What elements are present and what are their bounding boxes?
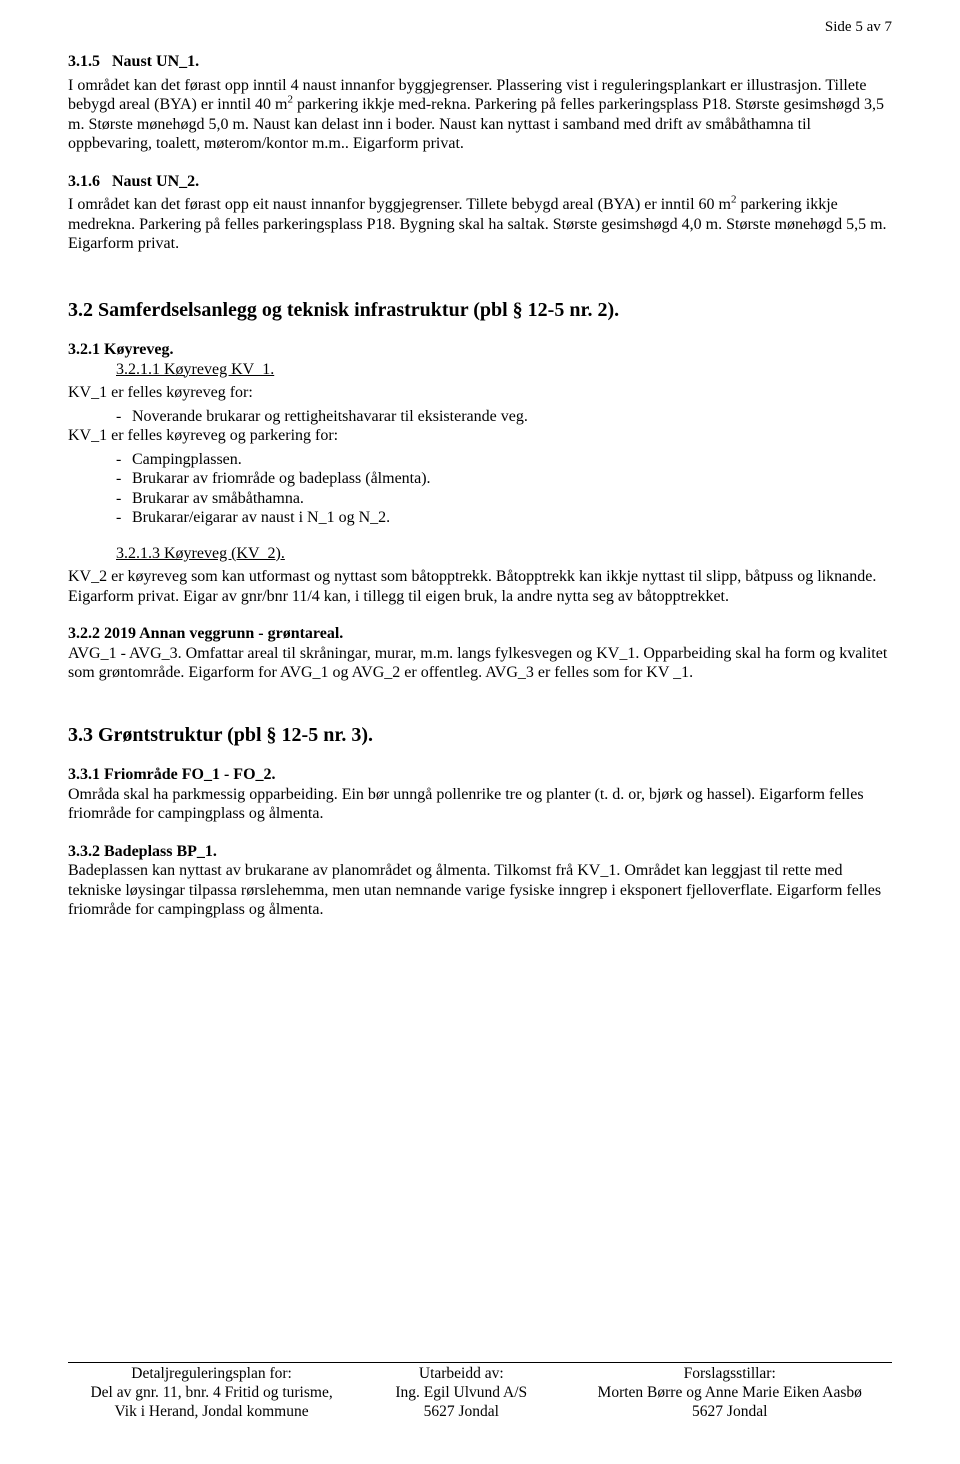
- heading-number: 3.1.5: [68, 53, 100, 70]
- dash-icon: -: [116, 489, 132, 509]
- text: Vik i Herand, Jondal kommune: [68, 1403, 355, 1422]
- body-text: I området kan det førast opp eit naust i…: [68, 195, 892, 254]
- dash-icon: -: [116, 450, 132, 470]
- text: Brukarar/eigarar av naust i N_1 og N_2.: [132, 508, 390, 528]
- text: Morten Børre og Anne Marie Eiken Aasbø: [567, 1384, 892, 1403]
- text: Utarbeidd av:: [355, 1365, 567, 1384]
- page: Side 5 av 7 3.1.5 Naust UN_1. I området …: [0, 0, 960, 1464]
- list: -Noverande brukarar og rettigheitshavara…: [116, 407, 892, 427]
- text: Del av gnr. 11, bnr. 4 Fritid og turisme…: [68, 1384, 355, 1403]
- heading-3-3-1: 3.3.1 Friområde FO_1 - FO_2.: [68, 765, 892, 785]
- section-3-1-6: 3.1.6 Naust UN_2. I området kan det føra…: [68, 172, 892, 254]
- text: KV_1 er felles køyreveg og parkering for…: [68, 426, 892, 446]
- footer-divider: [68, 1362, 892, 1363]
- list: -Campingplassen. -Brukarar av friområde …: [116, 450, 892, 528]
- body-text: Områda skal ha parkmessig opparbeiding. …: [68, 785, 892, 824]
- footer-columns: Detaljreguleringsplan for: Del av gnr. 1…: [68, 1365, 892, 1422]
- heading-3-2-1: 3.2.1 Køyreveg.: [68, 340, 892, 360]
- heading-title: Naust UN_2.: [112, 173, 199, 190]
- footer-col-mid: Utarbeidd av: Ing. Egil Ulvund A/S 5627 …: [355, 1365, 567, 1422]
- text: Campingplassen.: [132, 450, 242, 470]
- list-item: -Brukarar/eigarar av naust i N_1 og N_2.: [116, 508, 892, 528]
- page-footer: Detaljreguleringsplan for: Del av gnr. 1…: [68, 1362, 892, 1422]
- section-3-1-5: 3.1.5 Naust UN_1. I området kan det føra…: [68, 52, 892, 154]
- dash-icon: -: [116, 469, 132, 489]
- heading-3-1-5: 3.1.5 Naust UN_1.: [68, 52, 892, 72]
- footer-col-left: Detaljreguleringsplan for: Del av gnr. 1…: [68, 1365, 355, 1422]
- text: 5627 Jondal: [567, 1403, 892, 1422]
- heading-number: 3.1.6: [68, 173, 100, 190]
- heading-3-3-2: 3.3.2 Badeplass BP_1.: [68, 842, 892, 862]
- subheading-3-2-1-3: 3.2.1.3 Køyreveg (KV_2).: [116, 544, 892, 564]
- list-item: -Brukarar av småbåthamna.: [116, 489, 892, 509]
- footer-col-right: Forslagsstillar: Morten Børre og Anne Ma…: [567, 1365, 892, 1422]
- heading-3-3: 3.3 Grøntstruktur (pbl § 12-5 nr. 3).: [68, 723, 892, 747]
- text: 5627 Jondal: [355, 1403, 567, 1422]
- body-text: Badeplassen kan nyttast av brukarane av …: [68, 861, 892, 920]
- text: KV_1 er felles køyreveg for:: [68, 383, 892, 403]
- body-text: I området kan det førast opp inntil 4 na…: [68, 76, 892, 154]
- text: I området kan det førast opp eit naust i…: [68, 196, 731, 213]
- heading-3-2-2: 3.2.2 2019 Annan veggrunn - grøntareal.: [68, 624, 892, 644]
- list-item: -Brukarar av friområde og badeplass (ålm…: [116, 469, 892, 489]
- list-item: -Campingplassen.: [116, 450, 892, 470]
- page-number: Side 5 av 7: [825, 18, 892, 36]
- heading-title: Naust UN_1.: [112, 53, 199, 70]
- text: Detaljreguleringsplan for:: [68, 1365, 355, 1384]
- body-text: AVG_1 - AVG_3. Omfattar areal til skråni…: [68, 644, 892, 683]
- text: Ing. Egil Ulvund A/S: [355, 1384, 567, 1403]
- text: Brukarar av småbåthamna.: [132, 489, 304, 509]
- subheading-3-2-1-1: 3.2.1.1 Køyreveg KV_1.: [116, 360, 892, 380]
- list-item: -Noverande brukarar og rettigheitshavara…: [116, 407, 892, 427]
- dash-icon: -: [116, 508, 132, 528]
- text: Brukarar av friområde og badeplass (ålme…: [132, 469, 431, 489]
- body-text: KV_2 er køyreveg som kan utformast og ny…: [68, 567, 892, 606]
- text: Forslagsstillar:: [567, 1365, 892, 1384]
- dash-icon: -: [116, 407, 132, 427]
- text: Noverande brukarar og rettigheitshavarar…: [132, 407, 528, 427]
- heading-3-1-6: 3.1.6 Naust UN_2.: [68, 172, 892, 192]
- heading-3-2: 3.2 Samferdselsanlegg og teknisk infrast…: [68, 298, 892, 322]
